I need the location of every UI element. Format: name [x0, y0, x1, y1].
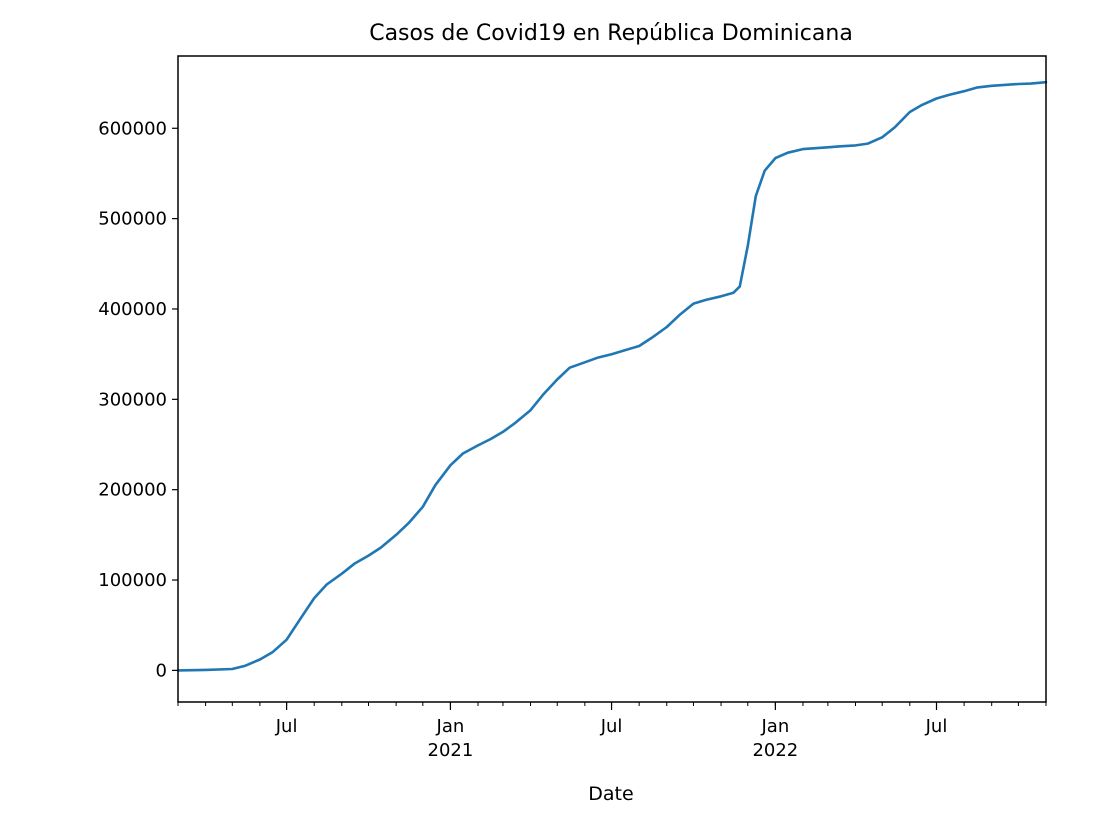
y-tick-label: 300000	[98, 389, 167, 410]
y-tick-label: 200000	[98, 480, 167, 501]
x-tick-label: Jul	[275, 716, 298, 737]
x-tick-label: Jul	[600, 716, 623, 737]
series-line-0	[176, 80, 1048, 672]
y-axis: 0 100000 200000 300000 400000 500000 600000	[98, 118, 178, 681]
y-tick-label: 600000	[98, 118, 167, 139]
plot-area	[176, 80, 1048, 672]
x-tick-label: 2022	[752, 740, 798, 761]
chart-title: Casos de Covid19 en República Dominicana	[369, 21, 853, 46]
x-tick-label: Jan	[760, 716, 789, 737]
x-axis-label: Date	[588, 783, 633, 805]
y-tick-label: 500000	[98, 209, 167, 230]
x-tick-label: Jan	[436, 716, 465, 737]
x-axis: Jul Jan 2021 Jul Jan 2022 Jul	[177, 702, 1047, 761]
x-tick-label: 2021	[428, 740, 474, 761]
plot-frame	[177, 55, 1047, 703]
y-tick-label: 400000	[98, 299, 167, 320]
y-tick-label: 100000	[98, 570, 167, 591]
y-tick-label: 0	[156, 660, 167, 681]
x-tick-label: Jul	[925, 716, 948, 737]
